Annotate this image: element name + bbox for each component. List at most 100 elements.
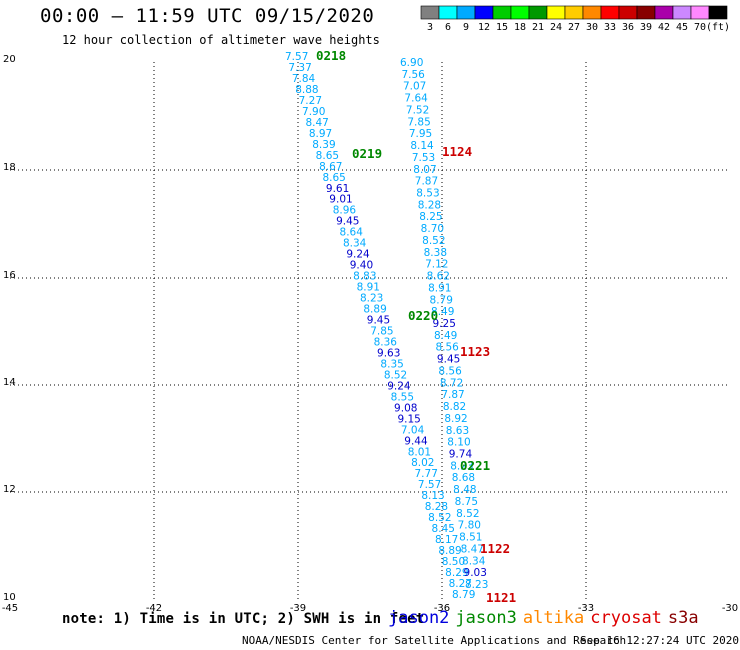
swh-value: 7.95 bbox=[409, 128, 432, 140]
swh-value: 7.04 bbox=[401, 424, 425, 436]
swh-value: 8.38 bbox=[424, 247, 447, 259]
pass-time-label: 0221 bbox=[460, 458, 490, 473]
swh-value: 8.88 bbox=[295, 84, 318, 96]
x-tick-label: -30 bbox=[722, 603, 738, 614]
credit-timestamp: Sep 16 12:27:24 UTC 2020 bbox=[580, 634, 739, 647]
color-scale-label: 3 bbox=[426, 22, 434, 33]
swh-value: 8.96 bbox=[333, 205, 357, 217]
x-tick-label: -39 bbox=[290, 603, 306, 614]
color-scale-label: 45 bbox=[675, 22, 689, 33]
swh-value: 8.01 bbox=[408, 446, 431, 458]
x-tick-label: -45 bbox=[2, 603, 18, 614]
swh-value: 8.34 bbox=[462, 555, 486, 567]
x-tick-label: -33 bbox=[578, 603, 594, 614]
swh-value: 8.82 bbox=[443, 401, 466, 413]
swh-value: 8.89 bbox=[438, 545, 461, 557]
swh-value: 8.28 bbox=[425, 501, 448, 513]
swh-value: 8.47 bbox=[461, 543, 484, 555]
swh-value: 7.64 bbox=[404, 93, 428, 105]
swh-value: 7.87 bbox=[415, 176, 438, 188]
pass-time-label: 1122 bbox=[480, 541, 510, 556]
swh-value: 8.53 bbox=[416, 188, 439, 200]
swh-value: 8.65 bbox=[322, 172, 345, 184]
color-scale-label: 39 bbox=[639, 22, 653, 33]
swh-value: 8.07 bbox=[413, 164, 436, 176]
swh-value: 8.52 bbox=[384, 369, 407, 381]
color-scale-label: 12 bbox=[477, 22, 491, 33]
swh-value: 8.70 bbox=[421, 223, 444, 235]
swh-value: 8.28 bbox=[418, 199, 441, 211]
swh-value: 9.63 bbox=[377, 347, 400, 359]
swh-value: 8.63 bbox=[446, 425, 469, 437]
swh-value: 7.80 bbox=[458, 520, 481, 532]
y-tick-label: 14 bbox=[3, 377, 16, 388]
swh-value: 9.74 bbox=[449, 449, 473, 461]
swh-value: 7.52 bbox=[406, 104, 429, 116]
swh-value: 8.56 bbox=[435, 342, 459, 354]
color-scale-label: 33 bbox=[603, 22, 617, 33]
swh-value: 8.65 bbox=[316, 150, 339, 162]
swh-value: 9.61 bbox=[326, 183, 349, 195]
satellite-altika: altika bbox=[522, 608, 585, 628]
pass-time-label: 0218 bbox=[316, 48, 346, 63]
swh-value: 7.90 bbox=[302, 106, 325, 118]
swh-value: 9.25 bbox=[433, 318, 456, 330]
swh-value: 8.52 bbox=[422, 235, 445, 247]
swh-value: 7.56 bbox=[401, 69, 425, 81]
color-scale-label: 42 bbox=[657, 22, 671, 33]
footer-note: note: 1) Time is in UTC; 2) SWH is in fe… bbox=[62, 611, 425, 627]
swh-value: 7.77 bbox=[415, 468, 438, 480]
swh-value: 8.67 bbox=[319, 161, 342, 173]
map-title: 00:00 – 11:59 UTC 09/15/2020 bbox=[40, 5, 375, 27]
swh-value: 7.85 bbox=[407, 116, 430, 128]
swh-value: 8.64 bbox=[340, 227, 364, 239]
swh-value: 8.39 bbox=[312, 139, 335, 151]
map-subtitle: 12 hour collection of altimeter wave hei… bbox=[62, 33, 380, 47]
swh-value: 8.23 bbox=[450, 460, 473, 472]
color-scale-label: 15 bbox=[495, 22, 509, 33]
satellite-s3a: s3a bbox=[667, 608, 699, 628]
swh-value: 9.40 bbox=[350, 260, 373, 272]
swh-value: 7.87 bbox=[441, 389, 464, 401]
color-scale-label: 30 bbox=[585, 22, 599, 33]
swh-value: 8.89 bbox=[363, 304, 386, 316]
swh-value: 9.03 bbox=[464, 567, 487, 579]
color-swatch bbox=[708, 5, 728, 20]
y-tick-label: 20 bbox=[3, 54, 16, 65]
color-scale-label: 27 bbox=[567, 22, 581, 33]
color-scale-bar bbox=[420, 5, 728, 20]
swh-value: 8.49 bbox=[431, 306, 454, 318]
color-scale-label: 18 bbox=[513, 22, 527, 33]
swh-value: 7.57 bbox=[285, 51, 308, 63]
x-tick-label: -42 bbox=[146, 603, 162, 614]
color-scale-label: (ft) bbox=[705, 22, 731, 33]
swh-value: 8.29 bbox=[445, 567, 468, 579]
swh-value: 8.52 bbox=[456, 508, 479, 520]
satellite-cryosat: cryosat bbox=[590, 608, 662, 628]
swh-value: 8.45 bbox=[432, 523, 455, 535]
swh-value: 8.83 bbox=[353, 271, 376, 283]
swh-value: 8.97 bbox=[309, 128, 332, 140]
swh-value: 8.27 bbox=[449, 578, 472, 590]
swh-value: 8.17 bbox=[435, 534, 458, 546]
swh-value: 8.23 bbox=[465, 579, 488, 591]
swh-value: 8.62 bbox=[427, 271, 450, 283]
swh-value: 8.14 bbox=[410, 140, 434, 152]
swh-value: 8.02 bbox=[411, 457, 434, 469]
swh-value: 9.08 bbox=[394, 402, 417, 414]
pass-time-label: 1123 bbox=[460, 344, 490, 359]
swh-value: 9.15 bbox=[397, 413, 420, 425]
swh-value: 8.47 bbox=[305, 117, 328, 129]
pass-time-label: 1124 bbox=[442, 144, 472, 159]
color-scale-label: 36 bbox=[621, 22, 635, 33]
swh-value: 8.48 bbox=[453, 484, 476, 496]
swh-value: 7.27 bbox=[299, 95, 322, 107]
swh-value: 8.68 bbox=[452, 472, 475, 484]
swh-value: 8.34 bbox=[343, 238, 367, 250]
swh-value: 9.24 bbox=[387, 380, 411, 392]
swh-value: 8.72 bbox=[440, 377, 463, 389]
swh-value: 8.91 bbox=[428, 282, 451, 294]
y-tick-label: 16 bbox=[3, 270, 16, 281]
swh-value: 7.85 bbox=[370, 325, 393, 337]
swh-value: 8.49 bbox=[434, 330, 457, 342]
